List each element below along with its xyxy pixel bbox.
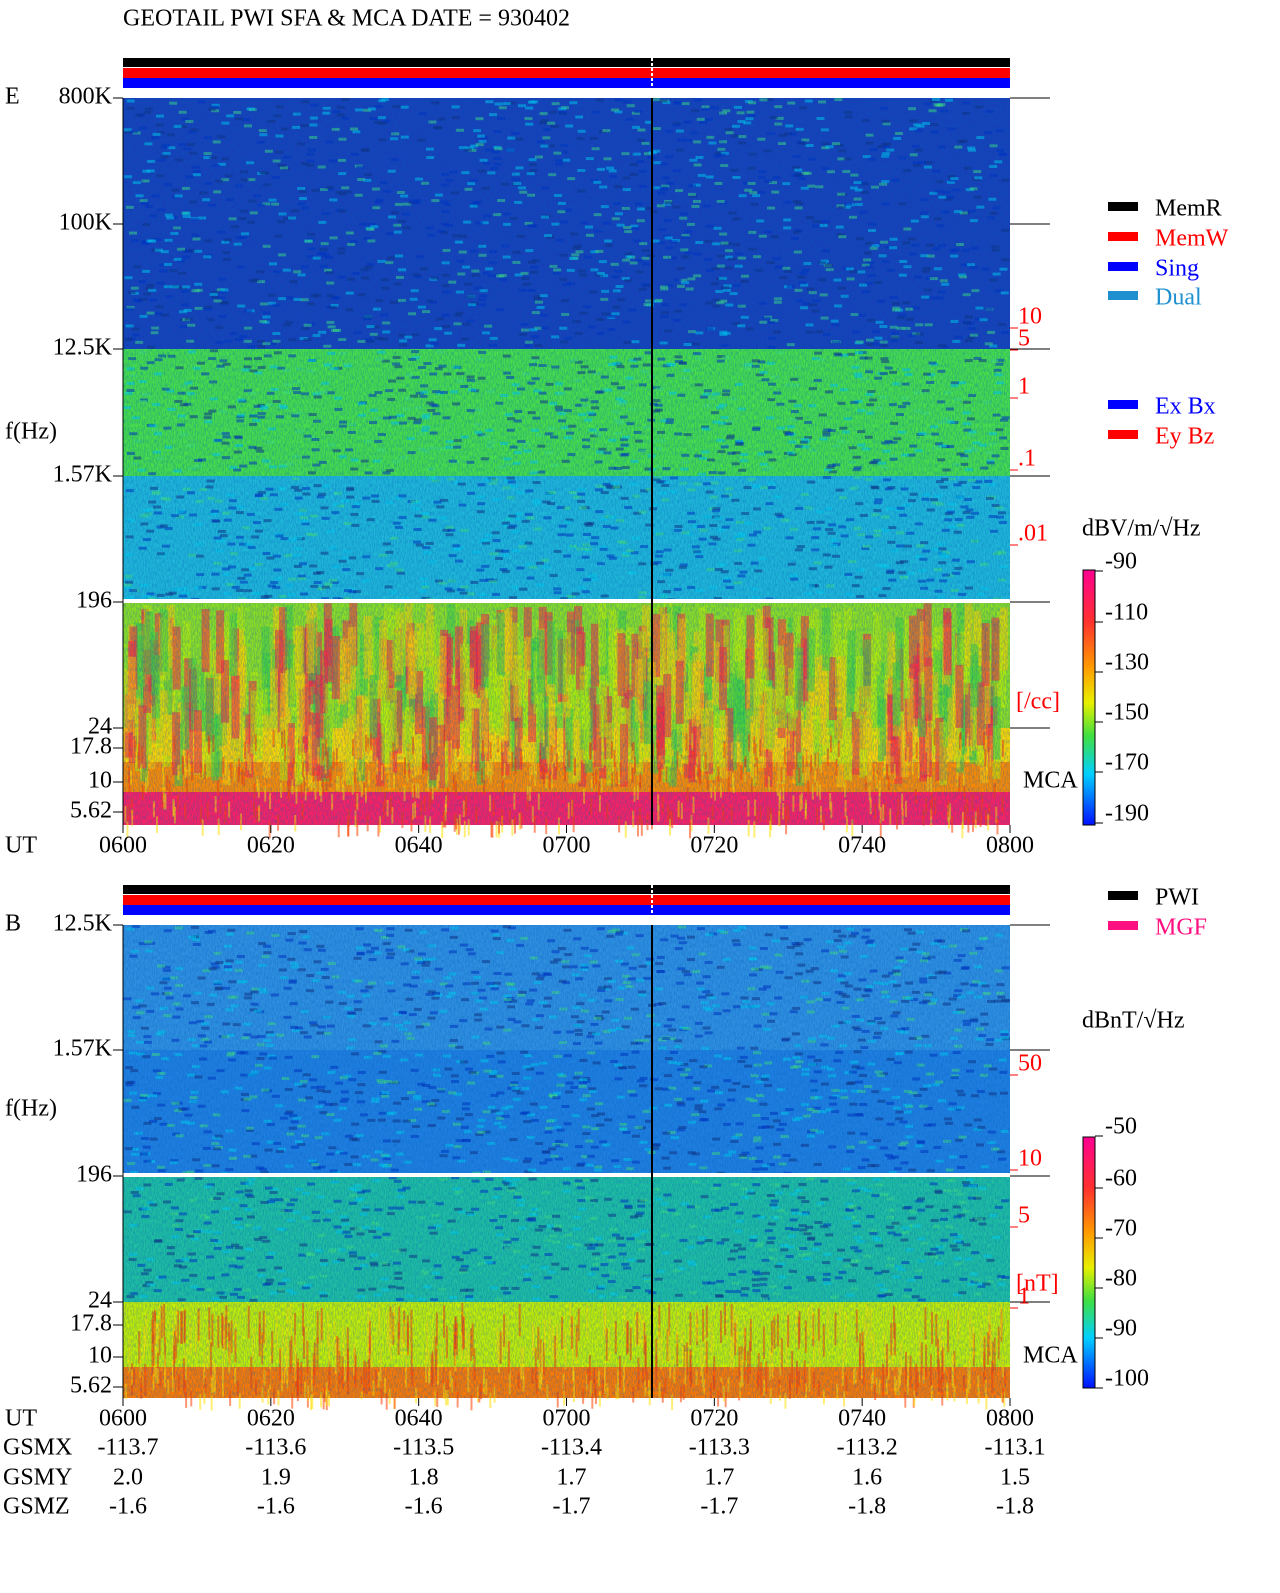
legend-swatch [1108,430,1138,439]
colorbar-tick-label: -90 [1105,549,1137,575]
y-tick-label: 800K [59,84,113,110]
spectrogram-cell [268,821,271,839]
spectrogram-cell [498,817,501,834]
spectrogram-cell [689,821,692,839]
spectrogram-cell [217,818,220,836]
spectrogram-cell [747,820,750,837]
noise [123,98,1010,825]
colorbar-tick-label: -190 [1105,801,1149,827]
colorbar [1082,569,1096,826]
spectrogram-cell [996,817,999,835]
spectrogram-cell [511,819,514,836]
y-tick-label: 17.8 [70,734,112,760]
panel-label: E [5,84,20,110]
spectrogram-cell [707,817,710,835]
spectrogram-cell [337,820,340,838]
y-tick-label: 10 [88,768,112,794]
density-unit: [/cc] [1016,689,1060,715]
status-bar [123,895,1010,905]
density-tick-label: .1 [1018,446,1036,472]
x-tick-label: 0620 [247,833,295,859]
colorbar-tick-label: -170 [1105,750,1149,776]
legend-label: Dual [1155,285,1202,311]
colorbar-unit: dBV/m/√Hz [1082,516,1201,542]
spectrogram-cell [640,819,643,836]
spectrogram-cell [879,821,882,839]
y-tick-label: 12.5K [53,335,113,361]
time-axis-label: UT [5,833,37,859]
status-bar [123,885,1010,894]
spectrogram-cell [463,820,466,838]
density-tick-label: .01 [1018,521,1048,547]
spectrogram-cell [545,817,548,835]
spectrogram-cell [514,817,517,834]
x-tick-label: 0640 [395,833,443,859]
spectrogram-cell [668,819,671,836]
status-bar [123,78,1010,88]
y-tick-label: 100K [59,210,113,236]
y-tick-label: 196 [76,588,112,614]
legend-swatch [1108,291,1138,300]
spectrogram-cell [961,821,964,839]
spectrogram-cell [441,821,444,839]
y-tick-label: 5.62 [70,798,112,824]
x-tick-label: 0600 [99,833,147,859]
spectrogram-cell [126,821,129,839]
title: GEOTAIL PWI SFA & MCA DATE = 930402 [123,6,570,32]
spectrogram-cell [356,819,359,837]
spectrogram-cell [636,819,639,837]
spectrogram-cell [467,819,470,836]
spectrogram-cell [201,819,204,836]
legend-swatch [1108,202,1138,211]
y-axis-label: f(Hz) [5,419,57,445]
spectrogram-cell [851,819,854,836]
spectrogram-cell [347,820,350,837]
x-tick-label: 0700 [543,833,591,859]
status-bar [123,905,1010,915]
spectrogram-cell [490,820,493,838]
legend-label: MemR [1155,196,1222,222]
density-tick-label: 1 [1018,374,1030,400]
spectrogram-cell [624,821,627,838]
spectrogram-cell [785,817,788,835]
legend-label: Ey Bz [1155,424,1214,450]
legend-label: Sing [1155,256,1199,282]
x-tick-label: 0740 [838,833,886,859]
density-tick-label: 5 [1018,326,1030,352]
spectrogram-cell [377,819,380,837]
density-tick-label: 10 [1018,304,1042,330]
legend-label: MemW [1155,226,1229,252]
status-bar [123,68,1010,78]
spectrogram-cell [495,820,498,838]
legend-label: Ex Bx [1155,394,1216,420]
colorbar-tick-label: -110 [1105,600,1148,626]
x-tick-label: 0720 [690,833,738,859]
spectrogram-cell [769,820,772,838]
colorbar-tick-label: -130 [1105,650,1149,676]
y-tick-label: 24 [88,714,112,740]
x-tick-label: 0800 [986,833,1034,859]
spectrogram-cell [557,817,560,835]
mca-label: MCA [1023,768,1078,794]
colorbar-tick-label: -150 [1105,700,1149,726]
legend-swatch [1108,232,1138,241]
status-bar [123,58,1010,67]
spectrogram-cell [753,821,756,838]
legend-swatch [1108,400,1138,409]
legend-swatch [1108,262,1138,271]
y-tick-label: 1.57K [53,462,113,488]
